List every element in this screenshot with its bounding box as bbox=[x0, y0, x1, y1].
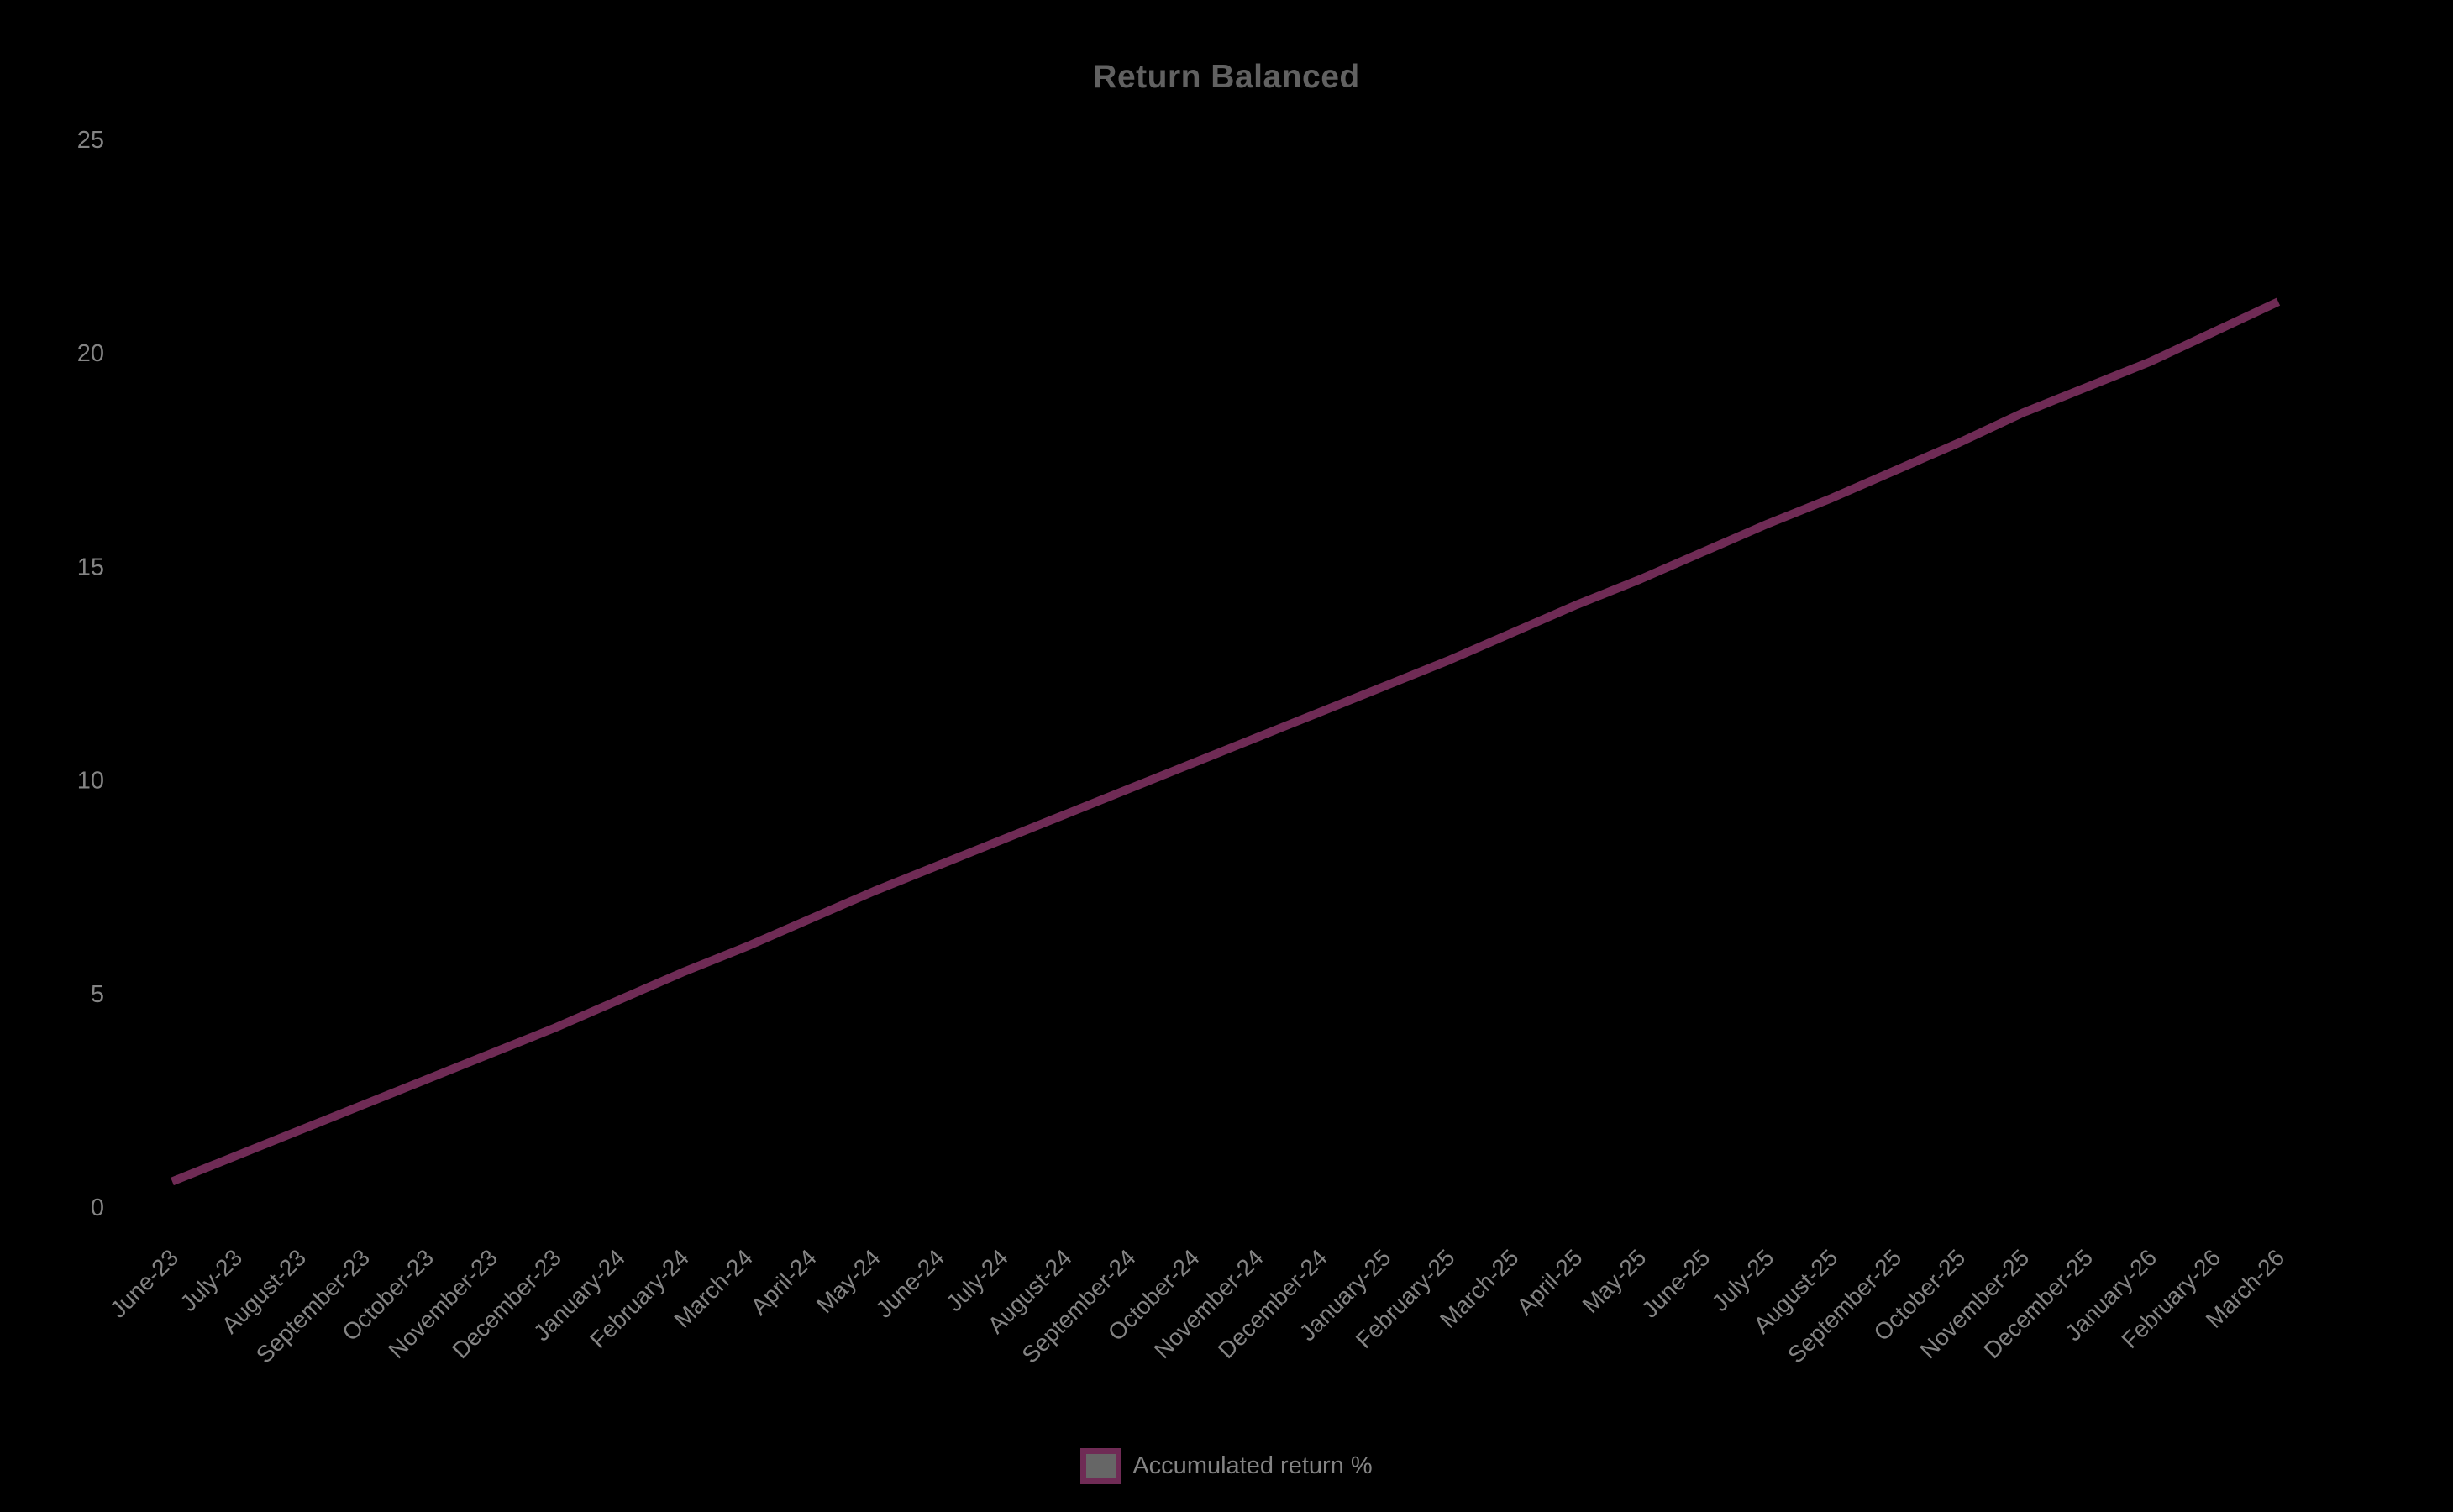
y-tick-label: 0 bbox=[91, 1194, 104, 1221]
x-tick-label: November-23 bbox=[383, 1244, 502, 1363]
x-tick-label: September-25 bbox=[1783, 1244, 1906, 1368]
y-tick-label: 10 bbox=[77, 768, 104, 795]
x-tick-label: November-25 bbox=[1915, 1244, 2034, 1363]
x-tick-label: June-24 bbox=[870, 1244, 948, 1322]
legend: Accumulated return % bbox=[0, 1448, 2453, 1484]
x-tick-label: June-23 bbox=[105, 1244, 183, 1322]
x-tick-label: September-24 bbox=[1016, 1244, 1140, 1368]
y-tick-label: 25 bbox=[77, 127, 104, 154]
x-tick-label: September-23 bbox=[251, 1244, 375, 1368]
y-tick-label: 5 bbox=[91, 981, 104, 1008]
legend-item-accumulated-return[interactable]: Accumulated return % bbox=[1080, 1448, 1373, 1484]
x-tick-label: June-25 bbox=[1636, 1244, 1715, 1322]
chart-title: Return Balanced bbox=[1093, 59, 1360, 95]
y-tick-label: 15 bbox=[77, 554, 104, 580]
x-tick-label: April-25 bbox=[1511, 1244, 1587, 1320]
x-tick-label: December-25 bbox=[1978, 1244, 2098, 1363]
x-tick-label: November-24 bbox=[1149, 1244, 1269, 1363]
x-tick-label: April-24 bbox=[746, 1244, 822, 1320]
accumulated-return-line bbox=[171, 297, 2281, 1186]
x-tick-label: December-24 bbox=[1213, 1244, 1332, 1363]
legend-label: Accumulated return % bbox=[1132, 1452, 1373, 1479]
x-tick-label: December-23 bbox=[447, 1244, 566, 1363]
legend-swatch-icon bbox=[1080, 1448, 1122, 1484]
y-tick-label: 20 bbox=[77, 340, 104, 367]
